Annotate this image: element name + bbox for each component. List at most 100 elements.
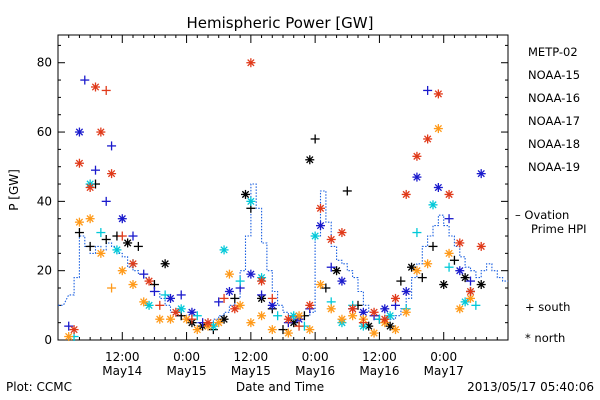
star-d2 xyxy=(118,267,126,275)
star-d2 xyxy=(247,197,255,206)
data-point-noaa-19 xyxy=(348,304,358,314)
data-point-metp-02 xyxy=(449,255,459,265)
star-d2 xyxy=(338,228,346,237)
data-point-noaa-18 xyxy=(401,307,411,317)
data-point-noaa-16 xyxy=(96,228,106,238)
data-point-noaa-15 xyxy=(466,276,475,286)
data-point-noaa-18 xyxy=(412,266,422,276)
star-d2 xyxy=(156,315,164,323)
legend-marker: + south xyxy=(525,300,570,314)
star-d2 xyxy=(413,152,421,160)
star-d2 xyxy=(225,270,234,278)
data-point-noaa-18 xyxy=(107,283,117,293)
star-d2 xyxy=(65,332,73,341)
legend-item: NOAA-17 xyxy=(528,114,580,128)
data-point-noaa-19 xyxy=(257,276,267,286)
data-point-noaa-19 xyxy=(369,307,379,317)
star-d2 xyxy=(327,305,335,313)
legend-marker: * north xyxy=(525,331,565,345)
star-d2 xyxy=(461,298,469,306)
star-d2 xyxy=(381,315,389,323)
star-d2 xyxy=(284,315,293,323)
legend-ovation: Prime HPI xyxy=(531,222,587,236)
data-point-noaa-18 xyxy=(155,314,165,324)
plot-area: 02040608012:00May140:00May1512:00May150:… xyxy=(37,34,509,378)
star-d2 xyxy=(236,301,244,310)
data-point-noaa-15 xyxy=(401,286,411,296)
legend-item: NOAA-16 xyxy=(528,91,580,105)
star-d2 xyxy=(359,308,368,316)
star-d2 xyxy=(386,312,394,320)
data-point-noaa-16 xyxy=(412,228,422,238)
star-d2 xyxy=(91,83,100,91)
star-d2 xyxy=(257,312,266,320)
data-point-noaa-19 xyxy=(423,134,433,144)
data-point-noaa-18 xyxy=(166,314,175,324)
data-point-noaa-15 xyxy=(149,286,159,296)
star-d2 xyxy=(75,218,84,226)
data-point-metp-02 xyxy=(407,262,417,272)
star-d2 xyxy=(257,277,266,285)
data-point-noaa-19 xyxy=(85,183,95,192)
data-point-noaa-19 xyxy=(267,293,277,303)
data-point-noaa-16 xyxy=(219,245,229,255)
star-d2 xyxy=(241,190,250,199)
star-d2 xyxy=(429,201,437,209)
data-point-metp-02 xyxy=(342,186,352,196)
data-point-metp-02 xyxy=(385,321,395,331)
data-point-noaa-15 xyxy=(214,297,224,307)
data-point-metp-02 xyxy=(460,273,470,283)
data-point-noaa-19 xyxy=(203,318,213,328)
data-point-noaa-15 xyxy=(316,221,325,231)
data-point-noaa-19 xyxy=(391,293,400,303)
star-d2 xyxy=(434,90,443,98)
y-tick-label: 60 xyxy=(37,125,52,139)
ovation-hpi-line xyxy=(58,183,508,324)
legend-ovation: – Ovation xyxy=(515,208,569,222)
y-axis-label: P [GW] xyxy=(7,169,21,211)
data-point-noaa-18 xyxy=(64,332,74,342)
data-point-noaa-18 xyxy=(74,217,84,227)
star-d2 xyxy=(456,305,464,313)
data-point-noaa-16 xyxy=(428,200,438,210)
x-tick-date-label: May17 xyxy=(424,364,464,378)
data-point-noaa-19 xyxy=(96,127,106,137)
data-point-noaa-18 xyxy=(267,325,277,335)
data-point-metp-02 xyxy=(332,266,342,276)
data-point-noaa-19 xyxy=(326,234,336,244)
data-point-noaa-18 xyxy=(391,325,400,335)
star-d2 xyxy=(477,242,485,251)
data-point-noaa-19 xyxy=(74,158,84,168)
data-point-noaa-16 xyxy=(273,311,283,321)
data-point-noaa-19 xyxy=(455,238,465,248)
data-point-noaa-15 xyxy=(224,286,234,296)
data-point-noaa-16 xyxy=(160,290,170,300)
data-point-noaa-15 xyxy=(433,183,443,192)
data-point-noaa-15 xyxy=(176,290,186,300)
data-point-noaa-19 xyxy=(380,314,390,324)
star-d2 xyxy=(209,322,218,330)
data-point-noaa-19 xyxy=(187,314,197,324)
star-d2 xyxy=(231,305,239,313)
star-d2 xyxy=(97,249,105,258)
legend-item: NOAA-18 xyxy=(528,137,580,151)
data-point-noaa-15 xyxy=(117,214,127,224)
star-d2 xyxy=(129,260,137,268)
data-point-metp-02 xyxy=(439,280,449,290)
data-point-noaa-18 xyxy=(96,248,106,258)
star-d2 xyxy=(145,277,153,285)
data-point-noaa-18 xyxy=(128,280,138,290)
data-point-noaa-16 xyxy=(192,311,202,321)
star-d2 xyxy=(284,329,293,337)
star-d2 xyxy=(423,260,432,268)
star-d2 xyxy=(316,221,325,230)
data-point-noaa-15 xyxy=(91,165,100,175)
x-tick-date-label: May16 xyxy=(295,364,335,378)
data-point-noaa-19 xyxy=(466,286,475,296)
x-tick-time-label: 0:00 xyxy=(430,350,457,364)
data-point-noaa-19 xyxy=(246,58,256,68)
star-d2 xyxy=(466,294,475,303)
x-tick-time-label: 12:00 xyxy=(105,350,140,364)
star-d2 xyxy=(434,124,443,133)
data-point-noaa-15 xyxy=(257,290,267,300)
